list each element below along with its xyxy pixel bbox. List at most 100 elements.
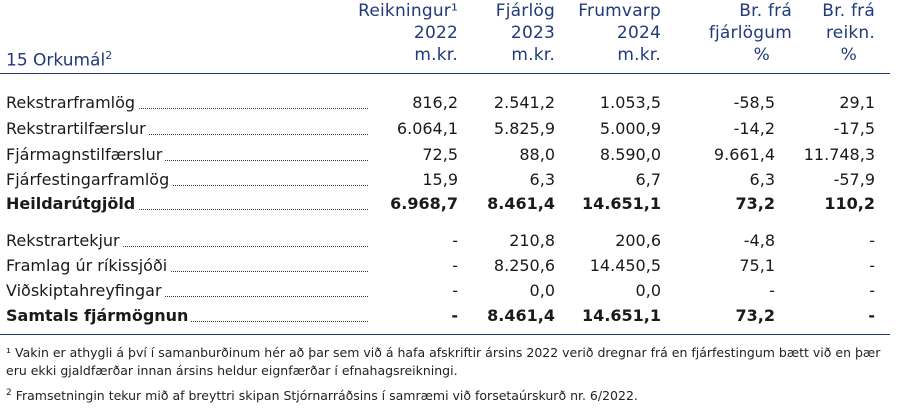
cell: 210,8 bbox=[509, 231, 555, 250]
cell: - bbox=[452, 256, 458, 275]
section-label-footnote-mark: 2 bbox=[105, 49, 113, 62]
row-label-text: Heildarútgjöld bbox=[6, 194, 139, 213]
table-row: Fjármagnstilfærslur 72,5 88,0 8.590,0 9.… bbox=[0, 143, 900, 167]
header-line: fjárlögum bbox=[708, 23, 792, 43]
total-row: Samtals fjármögnun - 8.461,4 14.651,1 73… bbox=[0, 304, 900, 328]
footnote-text: Vakin er athygli á því í samanburðinum h… bbox=[6, 345, 881, 378]
header-line: Reikningur¹ bbox=[358, 1, 458, 21]
cell: 200,6 bbox=[615, 231, 661, 250]
section-label-text: 15 Orkumál bbox=[6, 50, 106, 71]
column-header-frumvarp: Frumvarp 2024 m.kr. bbox=[578, 0, 661, 66]
footnote-mark: ¹ bbox=[6, 345, 12, 360]
row-label: Samtals fjármögnun bbox=[6, 304, 368, 328]
row-label: Rekstrartilfærslur bbox=[6, 117, 368, 141]
cell: 0,0 bbox=[529, 281, 555, 300]
cell: 6.968,7 bbox=[390, 194, 458, 213]
header-line: m.kr. bbox=[617, 45, 661, 65]
cell: - bbox=[869, 256, 875, 275]
row-label-text: Rekstrartilfærslur bbox=[6, 119, 149, 138]
column-header-br-fjarlogum: Br. frá fjárlögum % bbox=[709, 0, 792, 66]
cell: 2.541,2 bbox=[493, 93, 555, 112]
cell: 6,7 bbox=[635, 170, 661, 189]
cell: 6.064,1 bbox=[396, 119, 458, 138]
cell: 0,0 bbox=[635, 281, 661, 300]
header-line: Br. frá bbox=[739, 1, 792, 21]
header-line: 2023 bbox=[510, 23, 555, 43]
header-rule bbox=[0, 73, 890, 74]
footer-rule bbox=[0, 334, 890, 335]
cell: 88,0 bbox=[519, 145, 555, 164]
cell: - bbox=[869, 231, 875, 250]
cell: 14.450,5 bbox=[589, 256, 661, 275]
cell: 6,3 bbox=[529, 170, 555, 189]
row-label-text: Rekstrarframlög bbox=[6, 93, 139, 112]
cell: - bbox=[452, 231, 458, 250]
total-row: Heildarútgjöld 6.968,7 8.461,4 14.651,1 … bbox=[0, 192, 900, 216]
row-label: Fjárfestingarframlög bbox=[6, 168, 368, 192]
header-line: % bbox=[753, 45, 770, 65]
cell: 8.590,0 bbox=[599, 145, 661, 164]
cell: 1.053,5 bbox=[599, 93, 661, 112]
cell: 14.651,1 bbox=[582, 194, 661, 213]
cell: 73,2 bbox=[735, 194, 775, 213]
cell: 5.000,9 bbox=[599, 119, 661, 138]
cell: 14.651,1 bbox=[582, 306, 661, 325]
row-label: Rekstrartekjur bbox=[6, 229, 368, 253]
footnote-2: 2 Framsetningin tekur mið af breyttri sk… bbox=[6, 384, 886, 405]
footnote-1: ¹ Vakin er athygli á því í samanburðinum… bbox=[6, 344, 886, 380]
cell: 110,2 bbox=[824, 194, 875, 213]
cell: - bbox=[451, 306, 458, 325]
cell: -58,5 bbox=[733, 93, 775, 112]
header-line: reikn. bbox=[825, 23, 875, 43]
row-label: Fjármagnstilfærslur bbox=[6, 143, 368, 167]
cell: 73,2 bbox=[735, 306, 775, 325]
row-label: Framlag úr ríkissjóði bbox=[6, 254, 368, 278]
column-header-reikningur: Reikningur¹ 2022 m.kr. bbox=[358, 0, 458, 66]
footnote-mark: 2 bbox=[6, 388, 12, 398]
cell: - bbox=[868, 306, 875, 325]
header-line: % bbox=[840, 45, 857, 65]
column-header-br-reikn: Br. frá reikn. % bbox=[822, 0, 875, 66]
table-row: Fjárfestingarframlög 15,9 6,3 6,7 6,3 -5… bbox=[0, 168, 900, 192]
cell: -57,9 bbox=[833, 170, 875, 189]
row-label-text: Fjárfestingarframlög bbox=[6, 170, 173, 189]
section-label: 15 Orkumál2 bbox=[6, 45, 112, 72]
cell: 8.250,6 bbox=[493, 256, 555, 275]
header-line: m.kr. bbox=[511, 45, 555, 65]
header-line: m.kr. bbox=[414, 45, 458, 65]
cell: 9.661,4 bbox=[713, 145, 775, 164]
cell: 72,5 bbox=[422, 145, 458, 164]
table-row: Viðskiptahreyfingar - 0,0 0,0 - - bbox=[0, 279, 900, 303]
table-row: Rekstrartilfærslur 6.064,1 5.825,9 5.000… bbox=[0, 117, 900, 141]
cell: 75,1 bbox=[739, 256, 775, 275]
header-line: Frumvarp bbox=[578, 1, 661, 21]
row-label-text: Viðskiptahreyfingar bbox=[6, 281, 165, 300]
cell: 29,1 bbox=[839, 93, 875, 112]
cell: - bbox=[769, 281, 775, 300]
row-label-text: Rekstrartekjur bbox=[6, 231, 123, 250]
cell: 8.461,4 bbox=[487, 306, 555, 325]
row-label: Viðskiptahreyfingar bbox=[6, 279, 368, 303]
footnote-text: Framsetningin tekur mið af breyttri skip… bbox=[11, 388, 638, 404]
cell: -14,2 bbox=[733, 119, 775, 138]
header-line: 2024 bbox=[616, 23, 661, 43]
cell: 11.748,3 bbox=[803, 145, 875, 164]
header-line: Fjárlög bbox=[495, 1, 555, 21]
header-line: 2022 bbox=[413, 23, 458, 43]
row-label: Rekstrarframlög bbox=[6, 91, 368, 115]
table-row: Framlag úr ríkissjóði - 8.250,6 14.450,5… bbox=[0, 254, 900, 278]
row-label: Heildarútgjöld bbox=[6, 192, 368, 216]
cell: 6,3 bbox=[749, 170, 775, 189]
row-label-text: Framlag úr ríkissjóði bbox=[6, 256, 171, 275]
column-header-fjarlog: Fjárlög 2023 m.kr. bbox=[496, 0, 555, 66]
cell: 816,2 bbox=[412, 93, 458, 112]
row-label-text: Fjármagnstilfærslur bbox=[6, 145, 166, 164]
header-line: Br. frá bbox=[822, 1, 875, 21]
cell: - bbox=[869, 281, 875, 300]
cell: -17,5 bbox=[833, 119, 875, 138]
table-row: Rekstrartekjur - 210,8 200,6 -4,8 - bbox=[0, 229, 900, 253]
cell: - bbox=[452, 281, 458, 300]
cell: 8.461,4 bbox=[487, 194, 555, 213]
cell: 15,9 bbox=[422, 170, 458, 189]
